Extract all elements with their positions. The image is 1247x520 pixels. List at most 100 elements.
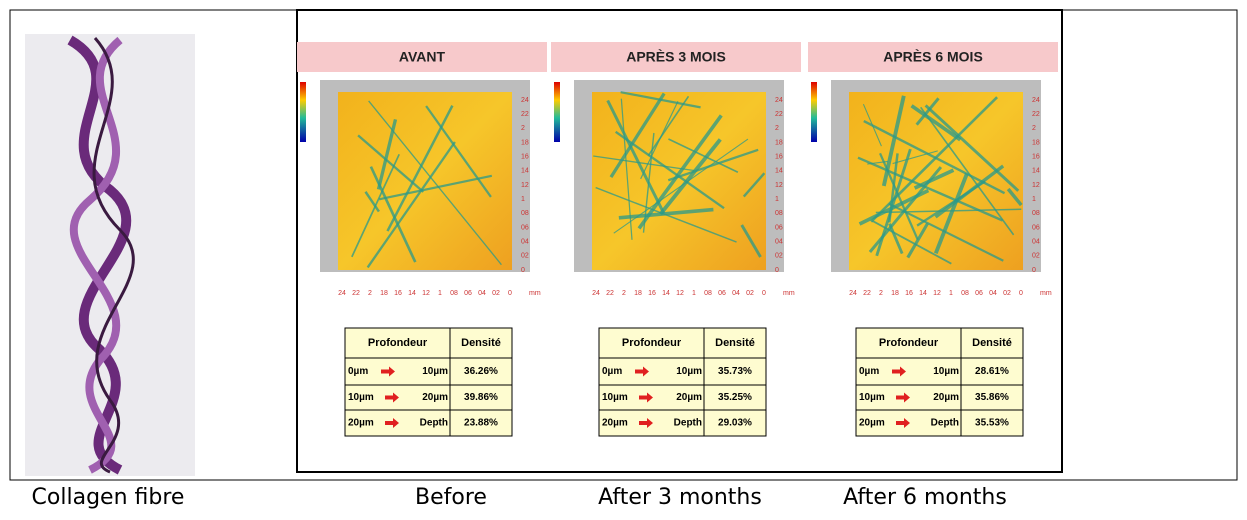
x-tick-label: 0 xyxy=(1019,290,1023,297)
fibre xyxy=(609,92,666,178)
depth-to: 20µm xyxy=(422,392,448,403)
y-tick-label: 04 xyxy=(521,239,529,246)
fibre xyxy=(916,180,986,227)
fibre xyxy=(368,100,502,266)
fibre xyxy=(742,172,766,198)
panel-header xyxy=(808,42,1058,72)
depth-from: 20µm xyxy=(859,418,885,429)
fibre xyxy=(920,106,1015,236)
depth-to: 10µm xyxy=(933,366,959,377)
afm-image xyxy=(592,92,766,270)
depth-to: Depth xyxy=(931,418,959,429)
density: 28.61% xyxy=(975,366,1009,377)
y-tick-label: 24 xyxy=(1032,97,1040,104)
x-tick-label: 02 xyxy=(492,290,500,297)
fibre xyxy=(906,222,929,259)
fibre xyxy=(376,118,398,190)
density: 39.86% xyxy=(464,392,498,403)
y-tick-label: 04 xyxy=(1032,239,1040,246)
y-tick-label: 18 xyxy=(1032,139,1040,146)
arrow-icon xyxy=(385,392,399,403)
fibre xyxy=(378,174,493,201)
fibre xyxy=(369,166,417,263)
x-tick-label: 06 xyxy=(975,290,983,297)
fibre xyxy=(606,99,666,214)
collagen-illustration xyxy=(25,34,195,476)
depth-from: 10µm xyxy=(602,392,628,403)
arrow-icon xyxy=(896,418,910,428)
x-tick-label: 18 xyxy=(634,290,642,297)
fibre xyxy=(888,223,904,255)
x-tick-label: 1 xyxy=(949,290,953,297)
unit-label: mm xyxy=(529,290,541,297)
depth-to: 20µm xyxy=(676,392,702,403)
depth-from: 20µm xyxy=(602,418,628,429)
x-tick-label: 14 xyxy=(408,290,416,297)
x-tick-label: 02 xyxy=(746,290,754,297)
y-tick-label: 06 xyxy=(1032,224,1040,231)
x-tick-label: 18 xyxy=(380,290,388,297)
fibre xyxy=(915,97,940,126)
density: 35.86% xyxy=(975,392,1009,403)
fibre xyxy=(879,152,919,241)
panel-header xyxy=(297,42,547,72)
fibre xyxy=(867,160,888,165)
panel-title: APRÈS 6 MOIS xyxy=(883,49,983,65)
y-tick-label: 08 xyxy=(1032,210,1040,217)
y-tick-label: 0 xyxy=(1032,267,1036,274)
y-tick-label: 14 xyxy=(1032,168,1040,175)
x-tick-label: 1 xyxy=(692,290,696,297)
y-tick-label: 18 xyxy=(775,139,783,146)
y-tick-label: 18 xyxy=(521,139,529,146)
panel-title: APRÈS 3 MOIS xyxy=(626,49,726,65)
fibre xyxy=(933,172,969,255)
fibre xyxy=(875,148,912,257)
x-tick-label: 08 xyxy=(450,290,458,297)
x-tick-label: 12 xyxy=(676,290,684,297)
caption: Collagen fibre xyxy=(32,485,185,510)
fibre xyxy=(668,138,739,174)
arrow-icon xyxy=(381,366,395,377)
depth-from: 10µm xyxy=(348,392,374,403)
table-header: Densité xyxy=(715,337,755,349)
x-tick-label: 0 xyxy=(762,290,766,297)
x-tick-label: 04 xyxy=(478,290,486,297)
y-tick-label: 12 xyxy=(775,182,783,189)
x-tick-label: 2 xyxy=(368,290,372,297)
arrow-icon xyxy=(639,392,653,403)
table-header: Densité xyxy=(972,337,1012,349)
fibre xyxy=(351,153,400,258)
x-tick-label: 06 xyxy=(718,290,726,297)
x-tick-label: 2 xyxy=(622,290,626,297)
density: 23.88% xyxy=(464,418,498,429)
table-header: Profondeur xyxy=(368,337,428,349)
fibre xyxy=(620,98,633,240)
arrow-icon xyxy=(896,392,910,403)
depth-from: 0µm xyxy=(859,366,879,377)
afm-image xyxy=(849,92,1023,270)
y-tick-label: 0 xyxy=(521,267,525,274)
panel-title: AVANT xyxy=(399,49,446,65)
unit-label: mm xyxy=(783,290,795,297)
table-header: Profondeur xyxy=(879,337,939,349)
x-tick-label: 16 xyxy=(648,290,656,297)
arrow-icon xyxy=(639,418,653,428)
fibre xyxy=(1006,187,1023,207)
y-tick-label: 08 xyxy=(521,210,529,217)
y-tick-label: 16 xyxy=(1032,154,1040,161)
fibre xyxy=(614,130,725,210)
x-tick-label: 06 xyxy=(464,290,472,297)
y-tick-label: 06 xyxy=(521,224,529,231)
table-header: Densité xyxy=(461,337,501,349)
fibre xyxy=(364,191,380,213)
y-tick-label: 06 xyxy=(775,224,783,231)
x-tick-label: 2 xyxy=(879,290,883,297)
x-tick-label: 18 xyxy=(891,290,899,297)
fibre xyxy=(618,207,714,220)
afm-image xyxy=(338,92,512,270)
x-tick-label: 24 xyxy=(338,290,346,297)
table xyxy=(598,327,767,437)
y-tick-label: 02 xyxy=(1032,253,1040,260)
y-tick-label: 1 xyxy=(775,196,779,203)
arrow-icon xyxy=(635,366,649,377)
